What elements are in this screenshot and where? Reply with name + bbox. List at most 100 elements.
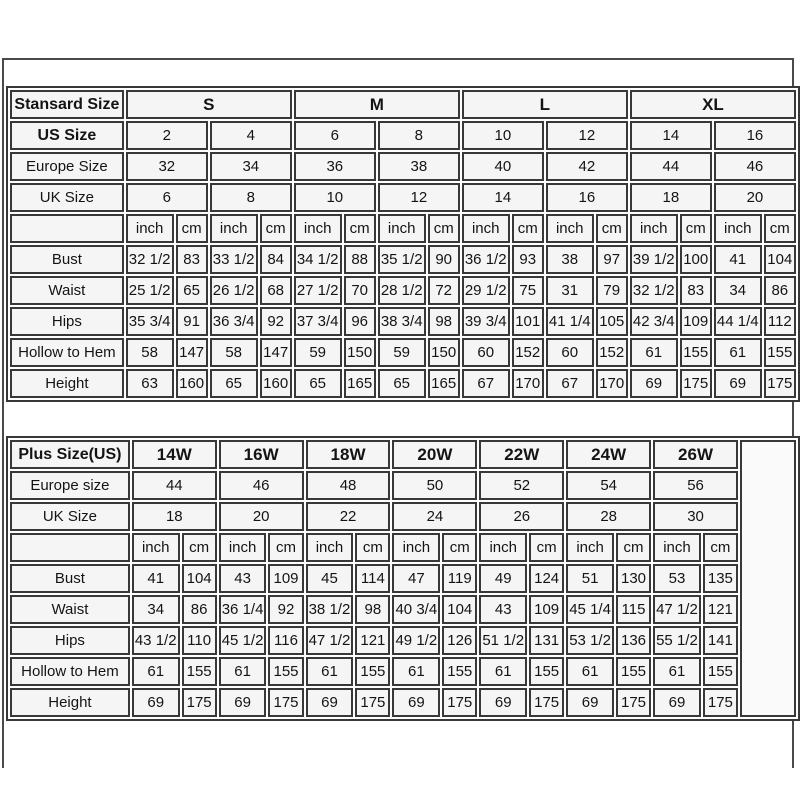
size-value-cell: 34 [209, 152, 292, 181]
measurement-value-cell: 121 [702, 595, 738, 624]
measurement-value-cell: 33 1/2 [209, 245, 258, 274]
measurement-value-cell: 135 [702, 564, 738, 593]
measurement-value-cell: 155 [529, 657, 565, 686]
measurement-value-cell: 170 [511, 369, 544, 398]
measurement-value-cell: 124 [529, 564, 565, 593]
measurement-value-cell: 69 [629, 369, 678, 398]
size-group-header-row: Stansard Size S M L XL [10, 90, 796, 119]
unit-header-cell: cm [343, 214, 376, 243]
size-value-cell: 26 [479, 502, 565, 531]
standard-size-table: Stansard Size S M L XL US Size 2 4 6 8 10 12 14 16 Eur… [6, 86, 800, 402]
measurement-value-cell: 35 3/4 [125, 307, 174, 336]
size-value-cell: 50 [392, 471, 478, 500]
measurement-value-cell: 43 [479, 595, 528, 624]
corner-header-cell: Stansard Size [10, 90, 124, 119]
measurement-row-label: Waist [10, 276, 124, 305]
measurement-value-cell: 47 1/2 [653, 595, 701, 624]
size-value-cell: 14 [461, 183, 544, 212]
measurement-value-cell: 36 1/4 [218, 595, 267, 624]
empty-spacer-cell [739, 440, 796, 717]
size-value-cell: 8 [377, 121, 460, 150]
size-value-cell: 18 [131, 502, 217, 531]
measurement-row-label: Height [10, 688, 130, 717]
measurement-value-cell: 147 [259, 338, 292, 367]
unit-header-cell: inch [131, 533, 180, 562]
size-value-cell: 22 [305, 502, 391, 531]
measurement-value-cell: 100 [679, 245, 712, 274]
size-row-label: US Size [10, 121, 124, 150]
measurement-value-cell: 155 [702, 657, 738, 686]
measurement-value-cell: 126 [442, 626, 478, 655]
measurement-value-cell: 104 [442, 595, 478, 624]
measurement-row-label: Bust [10, 564, 130, 593]
size-group-header-row: Plus Size(US) 14W 16W 18W 20W 22W 24W 26W [10, 440, 796, 717]
measurement-value-cell: 43 1/2 [131, 626, 180, 655]
measurement-row-label: Hollow to Hem [10, 657, 130, 686]
size-value-cell: 30 [653, 502, 738, 531]
size-value-cell: 2 [125, 121, 208, 150]
measurement-value-cell: 34 [713, 276, 762, 305]
size-value-cell: 18 [629, 183, 712, 212]
measurement-value-cell: 65 [175, 276, 208, 305]
measurement-row: Height 63 160 65 160 65 165 65 165 67 170 67 170 69 17… [10, 369, 796, 398]
unit-header-cell: inch [653, 533, 701, 562]
unit-header-cell: cm [595, 214, 628, 243]
unit-header-cell: inch [125, 214, 174, 243]
unit-header-cell: inch [713, 214, 762, 243]
size-value-cell: 6 [125, 183, 208, 212]
measurement-value-cell: 69 [566, 688, 614, 717]
measurement-row-label: Hips [10, 626, 130, 655]
measurement-value-cell: 130 [615, 564, 652, 593]
measurement-value-cell: 155 [442, 657, 478, 686]
measurement-value-cell: 65 [377, 369, 426, 398]
measurement-value-cell: 83 [175, 245, 208, 274]
measurement-value-cell: 79 [595, 276, 628, 305]
measurement-value-cell: 98 [355, 595, 391, 624]
unit-header-cell: cm [763, 214, 796, 243]
size-value-cell: 4 [209, 121, 292, 150]
size-row: UK Size 6 8 10 12 14 16 18 20 [10, 183, 796, 212]
measurement-value-cell: 42 3/4 [629, 307, 678, 336]
measurement-value-cell: 175 [442, 688, 478, 717]
measurement-value-cell: 38 1/2 [305, 595, 354, 624]
measurement-value-cell: 61 [629, 338, 678, 367]
size-row-label: Europe size [10, 471, 130, 500]
measurement-value-cell: 175 [268, 688, 304, 717]
size-value-cell: 20 [713, 183, 796, 212]
measurement-value-cell: 119 [442, 564, 478, 593]
measurement-value-cell: 155 [268, 657, 304, 686]
size-value-cell: 12 [545, 121, 628, 150]
measurement-value-cell: 39 1/2 [629, 245, 678, 274]
measurement-value-cell: 175 [702, 688, 738, 717]
unit-header-row: inch cm inch cm inch cm inch cm inch cm inch cm inch… [10, 533, 796, 562]
measurement-row-label: Height [10, 369, 124, 398]
size-group-header: M [293, 90, 460, 119]
unit-header-cell: cm [702, 533, 738, 562]
measurement-value-cell: 28 1/2 [377, 276, 426, 305]
unit-header-cell: inch [218, 533, 267, 562]
size-value-cell: 8 [209, 183, 292, 212]
size-value-cell: 38 [377, 152, 460, 181]
size-value-cell: 16 [713, 121, 796, 150]
measurement-value-cell: 69 [392, 688, 441, 717]
measurement-row: Hollow to Hem 61 155 61 155 61 155 61 155 61 155 61… [10, 657, 796, 686]
measurement-value-cell: 44 1/4 [713, 307, 762, 336]
unit-header-cell: inch [566, 533, 614, 562]
size-value-cell: 44 [629, 152, 712, 181]
size-value-cell: 46 [218, 471, 304, 500]
plus-size-table: Plus Size(US) 14W 16W 18W 20W 22W 24W 26W Europe… [6, 436, 800, 721]
measurement-value-cell: 88 [343, 245, 376, 274]
size-group-header: 16W [218, 440, 304, 469]
size-value-cell: 10 [293, 183, 376, 212]
measurement-row: Waist 34 86 36 1/4 92 38 1/2 98 40 3/4 104 43 109 4… [10, 595, 796, 624]
unit-header-cell: cm [175, 214, 208, 243]
measurement-value-cell: 36 1/2 [461, 245, 510, 274]
size-value-cell: 28 [566, 502, 652, 531]
measurement-row-label: Waist [10, 595, 130, 624]
measurement-value-cell: 101 [511, 307, 544, 336]
measurement-value-cell: 59 [293, 338, 342, 367]
measurement-value-cell: 175 [529, 688, 565, 717]
unit-header-cell: cm [679, 214, 712, 243]
measurement-value-cell: 115 [615, 595, 652, 624]
measurement-value-cell: 51 [566, 564, 614, 593]
